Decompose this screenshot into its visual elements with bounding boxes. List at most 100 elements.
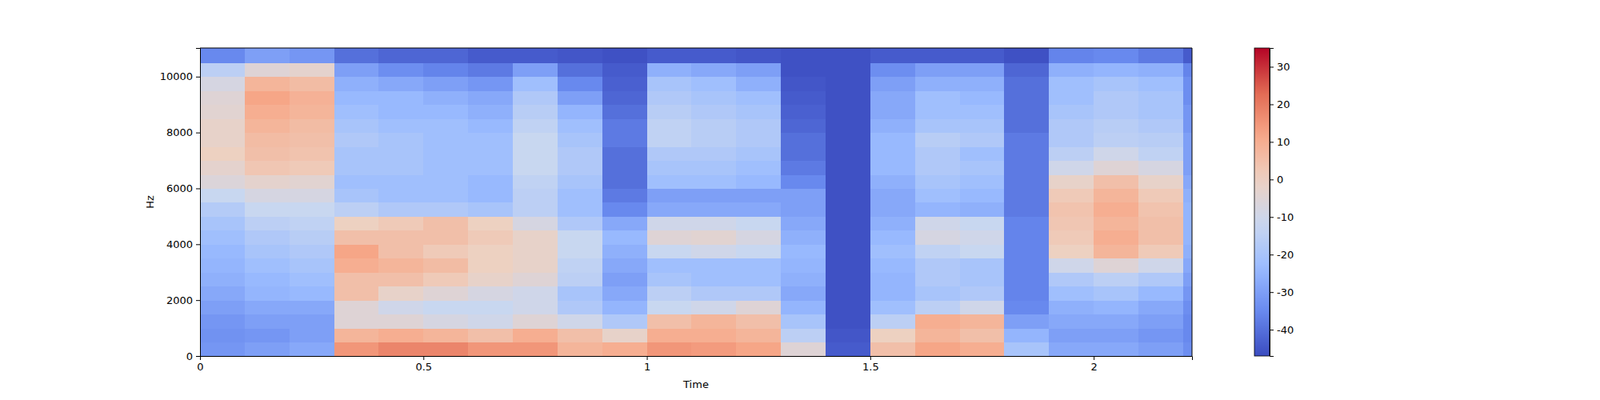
cell <box>468 244 513 259</box>
cell <box>691 202 736 217</box>
cell <box>200 286 245 301</box>
cell <box>915 104 960 120</box>
cell <box>736 188 781 203</box>
cell <box>512 272 558 287</box>
cell <box>423 202 468 217</box>
cell <box>647 272 692 287</box>
cell <box>602 202 648 217</box>
cell <box>1048 258 1094 273</box>
cell <box>1138 314 1184 329</box>
cell <box>512 188 558 203</box>
cell <box>200 272 245 287</box>
cell <box>512 48 558 64</box>
cell <box>1093 286 1139 301</box>
cell <box>1138 272 1184 287</box>
cell <box>423 48 468 64</box>
cell <box>915 258 960 273</box>
cell <box>289 132 335 148</box>
cell <box>423 328 468 343</box>
cell <box>423 160 468 176</box>
y-tick-label: 10000 <box>160 70 193 83</box>
colorbar-tick: -10 <box>1269 211 1294 224</box>
cell <box>512 160 558 176</box>
y-axis: 0200040006000800010000 <box>160 48 201 363</box>
cell <box>557 146 603 161</box>
cell <box>334 104 380 120</box>
cell <box>468 160 513 176</box>
cell <box>736 314 781 329</box>
colorbar-tick-label: -40 <box>1276 324 1294 336</box>
cell <box>647 342 692 356</box>
cell <box>468 300 513 315</box>
cell <box>647 314 692 329</box>
cell <box>825 118 871 133</box>
cell <box>200 104 245 120</box>
cell <box>1093 90 1139 105</box>
cell <box>915 118 960 133</box>
cell <box>736 202 781 217</box>
cell <box>1048 314 1094 329</box>
cell <box>512 104 558 120</box>
cell <box>691 90 736 105</box>
cell <box>423 230 468 245</box>
cell <box>1183 174 1192 189</box>
cell <box>647 146 692 161</box>
cell <box>289 76 335 92</box>
cell <box>334 174 380 189</box>
cell <box>870 286 916 301</box>
cell <box>423 118 468 133</box>
cell <box>334 272 380 287</box>
cell <box>423 216 468 231</box>
cell <box>512 342 558 356</box>
cell <box>244 76 290 92</box>
cell <box>1183 90 1192 105</box>
cell <box>244 328 290 343</box>
cell <box>647 188 692 203</box>
x-tick-mark <box>647 356 648 360</box>
y-tick-mark <box>196 356 200 357</box>
cell <box>960 216 1005 231</box>
cell <box>780 174 826 189</box>
cell <box>200 48 245 64</box>
cell <box>691 286 736 301</box>
cell <box>1048 244 1094 259</box>
cell <box>1048 272 1094 287</box>
cell <box>1004 300 1049 315</box>
cell <box>960 188 1005 203</box>
x-tick-label: 2 <box>1090 360 1097 373</box>
cell <box>557 76 603 92</box>
cell <box>825 202 871 217</box>
cell <box>423 314 468 329</box>
cell <box>691 244 736 259</box>
cell <box>1093 104 1139 120</box>
cell <box>1093 132 1139 148</box>
cell <box>870 230 916 245</box>
cell <box>289 90 335 105</box>
cell <box>647 174 692 189</box>
colorbar-tick-mark <box>1269 141 1274 143</box>
cell <box>825 300 871 315</box>
cell <box>244 118 290 133</box>
cell <box>691 174 736 189</box>
cell <box>1004 230 1049 245</box>
cell <box>1004 272 1049 287</box>
cell <box>557 286 603 301</box>
x-axis-title: Time <box>682 378 709 391</box>
cell <box>1004 314 1049 329</box>
cell <box>244 300 290 315</box>
cell <box>378 62 424 77</box>
cell <box>423 286 468 301</box>
cell <box>825 258 871 273</box>
cell <box>378 188 424 203</box>
cell <box>200 328 245 343</box>
cell <box>378 216 424 231</box>
cell <box>1004 342 1049 356</box>
cell <box>691 76 736 92</box>
cell <box>1093 328 1139 343</box>
cell <box>691 230 736 245</box>
cell <box>1048 202 1094 217</box>
cells <box>200 48 1192 356</box>
cell <box>334 230 380 245</box>
cell <box>244 132 290 148</box>
cell <box>825 90 871 105</box>
